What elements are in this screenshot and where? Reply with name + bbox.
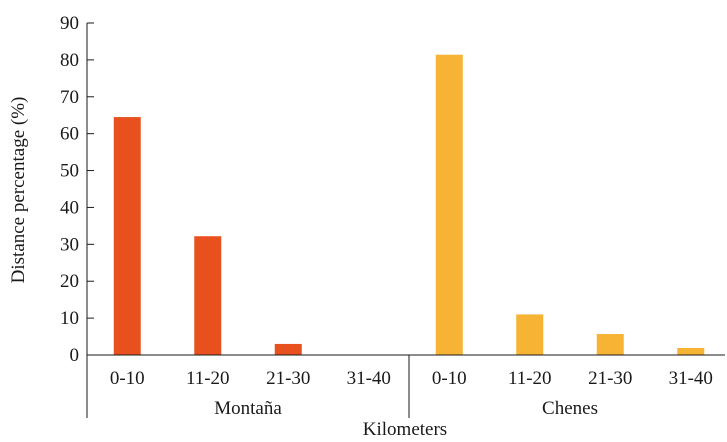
y-tick-label: 40	[60, 197, 79, 218]
x-group-label: Montaña	[214, 398, 282, 419]
y-axis: 0 10 20 30 40 50 60 70 80 90	[60, 13, 94, 366]
bar-montaa-0-10	[113, 117, 141, 355]
y-tick-label: 30	[60, 234, 79, 255]
y-tick-label: 70	[60, 87, 79, 108]
bar-chenes-11-20	[516, 314, 544, 355]
y-tick-label: 0	[70, 345, 80, 366]
y-tick-label: 60	[60, 124, 79, 145]
y-tick-label: 90	[60, 13, 79, 34]
x-category-label: 21-30	[266, 368, 310, 389]
y-tick-label: 80	[60, 50, 79, 71]
x-category-label: 31-40	[669, 368, 713, 389]
x-category-label: 11-20	[508, 368, 552, 389]
bar-chenes-21-30	[596, 333, 624, 355]
x-axis: 0-10 11-20 21-30 31-40 Montaña 0-10 11-20 21-30…	[86, 354, 725, 419]
x-category-label: 0-10	[432, 368, 467, 389]
y-axis-title: Distance percentage (%)	[8, 97, 29, 284]
bar-montaa-11-20	[194, 236, 222, 355]
x-category-label: 0-10	[110, 368, 145, 389]
x-category-label: 11-20	[186, 368, 230, 389]
x-group-label: Chenes	[542, 398, 598, 419]
bars	[113, 54, 705, 355]
y-tick-label: 20	[60, 271, 79, 292]
y-tick-label: 50	[60, 161, 79, 182]
x-category-label: 21-30	[588, 368, 632, 389]
bar-chenes-0-10	[435, 54, 463, 355]
bar-montaa-21-30	[274, 343, 302, 355]
y-tick-label: 10	[60, 308, 79, 329]
x-axis-title: Kilometers	[363, 419, 447, 440]
bar-chenes-31-40	[677, 347, 705, 355]
x-category-label: 31-40	[347, 368, 391, 389]
